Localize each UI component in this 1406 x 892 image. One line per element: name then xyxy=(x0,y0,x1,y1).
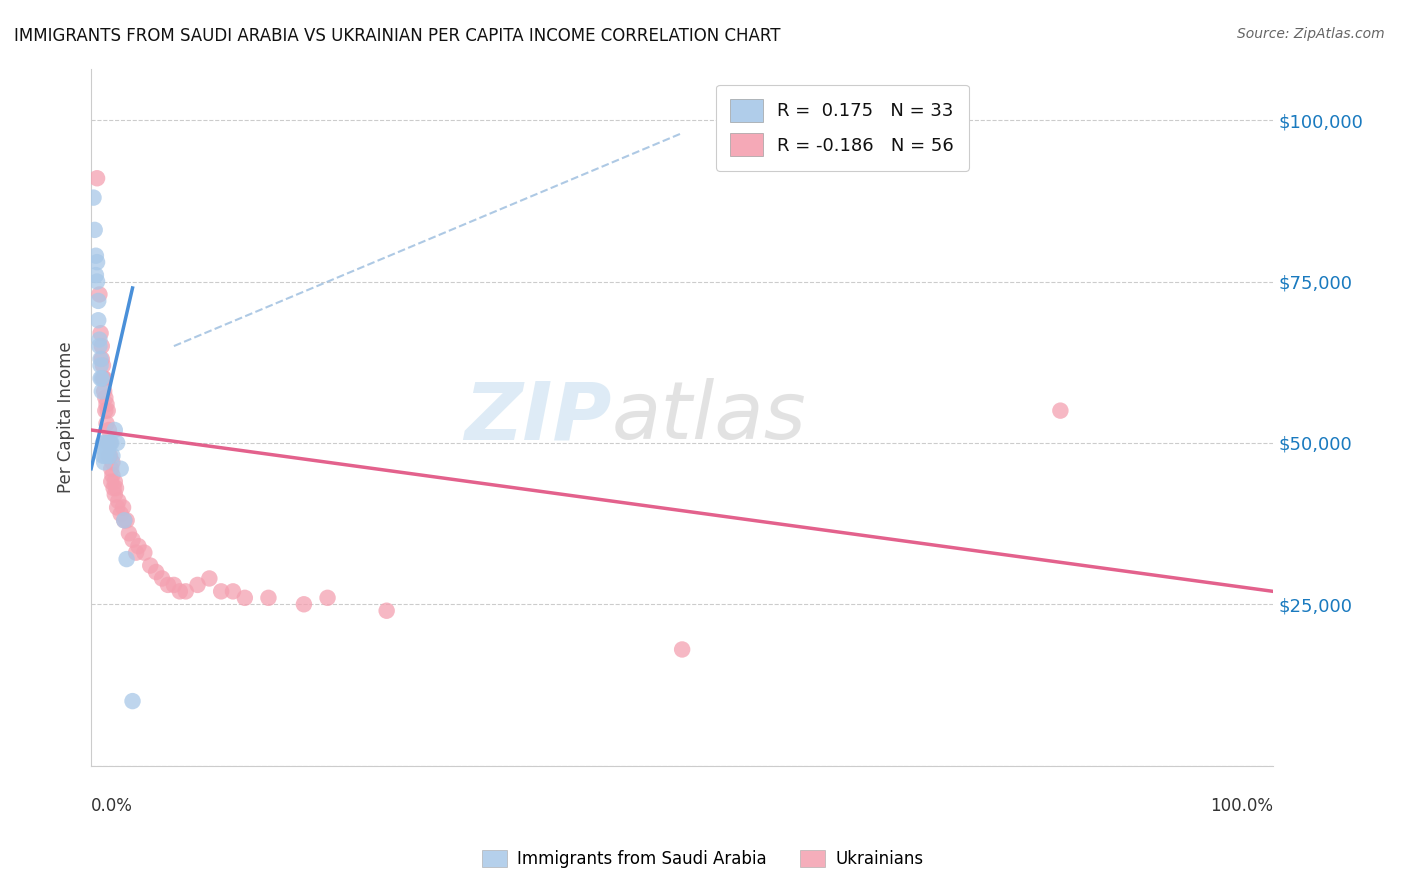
Point xyxy=(112,513,135,527)
Point xyxy=(97,442,120,457)
Point xyxy=(121,533,143,547)
Point xyxy=(121,694,143,708)
Point xyxy=(94,449,117,463)
Point xyxy=(100,475,122,489)
Point xyxy=(316,591,339,605)
Point xyxy=(96,417,118,431)
Point xyxy=(94,403,117,417)
Point xyxy=(105,500,128,515)
Point xyxy=(104,423,127,437)
Point xyxy=(90,371,112,385)
Point xyxy=(97,403,120,417)
Point xyxy=(90,339,112,353)
Point xyxy=(110,461,132,475)
Point xyxy=(186,578,208,592)
Point xyxy=(112,500,135,515)
Point xyxy=(96,436,118,450)
Point xyxy=(103,481,125,495)
Point xyxy=(83,191,105,205)
Point xyxy=(174,584,197,599)
Point xyxy=(139,558,162,573)
Point xyxy=(125,546,148,560)
Legend: R =  0.175   N = 33, R = -0.186   N = 56: R = 0.175 N = 33, R = -0.186 N = 56 xyxy=(716,85,969,170)
Point xyxy=(86,275,108,289)
Point xyxy=(1049,403,1071,417)
Point xyxy=(97,449,120,463)
Text: atlas: atlas xyxy=(612,378,806,456)
Point xyxy=(93,384,115,399)
Point xyxy=(100,436,122,450)
Point xyxy=(257,591,280,605)
Point xyxy=(90,351,112,366)
Point xyxy=(86,255,108,269)
Point xyxy=(90,359,112,373)
Text: ZIP: ZIP xyxy=(464,378,612,456)
Point xyxy=(115,552,138,566)
Point xyxy=(91,436,114,450)
Point xyxy=(101,449,124,463)
Point xyxy=(93,442,115,457)
Point xyxy=(83,223,105,237)
Point xyxy=(101,468,124,483)
Point xyxy=(98,449,121,463)
Point xyxy=(97,436,120,450)
Point xyxy=(86,171,108,186)
Point xyxy=(134,546,156,560)
Legend: Immigrants from Saudi Arabia, Ukrainians: Immigrants from Saudi Arabia, Ukrainians xyxy=(475,843,931,875)
Point xyxy=(97,449,120,463)
Point xyxy=(156,578,179,592)
Point xyxy=(105,436,128,450)
Y-axis label: Per Capita Income: Per Capita Income xyxy=(58,342,75,493)
Point xyxy=(163,578,186,592)
Point xyxy=(222,584,245,599)
Point xyxy=(89,333,111,347)
Point xyxy=(93,371,115,385)
Point xyxy=(87,313,110,327)
Point xyxy=(671,642,693,657)
Point xyxy=(112,513,135,527)
Point xyxy=(145,565,167,579)
Point xyxy=(96,397,118,411)
Point xyxy=(93,455,115,469)
Point xyxy=(110,507,132,521)
Point xyxy=(292,597,315,611)
Point xyxy=(118,526,141,541)
Point xyxy=(97,423,120,437)
Point xyxy=(90,326,112,341)
Point xyxy=(98,436,121,450)
Point xyxy=(84,249,107,263)
Point xyxy=(104,475,127,489)
Point xyxy=(375,604,398,618)
Point xyxy=(233,591,256,605)
Point xyxy=(90,384,112,399)
Point xyxy=(90,351,112,366)
Point xyxy=(198,571,221,585)
Point xyxy=(101,455,124,469)
Point xyxy=(209,584,232,599)
Text: Source: ZipAtlas.com: Source: ZipAtlas.com xyxy=(1237,27,1385,41)
Point xyxy=(90,371,112,385)
Point xyxy=(84,268,107,282)
Text: 100.0%: 100.0% xyxy=(1211,797,1274,815)
Point xyxy=(94,391,117,405)
Point xyxy=(104,481,127,495)
Text: 0.0%: 0.0% xyxy=(91,797,134,815)
Point xyxy=(104,487,127,501)
Point xyxy=(91,371,114,385)
Point xyxy=(91,359,114,373)
Text: IMMIGRANTS FROM SAUDI ARABIA VS UKRAINIAN PER CAPITA INCOME CORRELATION CHART: IMMIGRANTS FROM SAUDI ARABIA VS UKRAINIA… xyxy=(14,27,780,45)
Point xyxy=(150,571,173,585)
Point xyxy=(115,513,138,527)
Point xyxy=(127,539,149,553)
Point xyxy=(169,584,191,599)
Point xyxy=(89,339,111,353)
Point xyxy=(91,449,114,463)
Point xyxy=(87,293,110,308)
Point xyxy=(107,494,129,508)
Point xyxy=(94,436,117,450)
Point xyxy=(89,287,111,301)
Point xyxy=(98,436,121,450)
Point xyxy=(100,461,122,475)
